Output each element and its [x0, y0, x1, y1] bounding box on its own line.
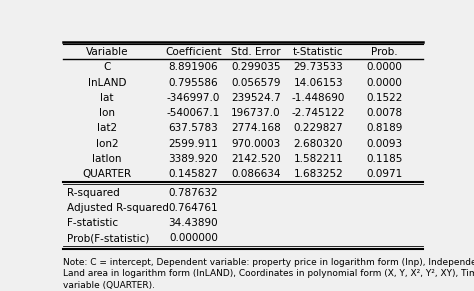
- Text: 3389.920: 3389.920: [169, 154, 218, 164]
- Text: 2774.168: 2774.168: [231, 123, 281, 134]
- Text: 0.787632: 0.787632: [169, 188, 218, 198]
- Text: 0.0971: 0.0971: [366, 169, 402, 179]
- Text: -346997.0: -346997.0: [167, 93, 220, 103]
- Text: F-statistic: F-statistic: [66, 218, 118, 228]
- Text: lon: lon: [99, 108, 115, 118]
- Text: -1.448690: -1.448690: [292, 93, 345, 103]
- Text: latlon: latlon: [92, 154, 122, 164]
- Text: 0.795586: 0.795586: [169, 78, 218, 88]
- Text: Prob(F-statistic): Prob(F-statistic): [66, 233, 149, 244]
- Text: 0.0078: 0.0078: [366, 108, 402, 118]
- Text: 2599.911: 2599.911: [168, 139, 218, 149]
- Text: 0.056579: 0.056579: [231, 78, 281, 88]
- Text: 1.683252: 1.683252: [293, 169, 343, 179]
- Text: 970.0003: 970.0003: [231, 139, 281, 149]
- Text: Variable: Variable: [86, 47, 128, 57]
- Text: 29.73533: 29.73533: [293, 63, 343, 72]
- Text: t-Statistic: t-Statistic: [293, 47, 344, 57]
- Text: 0.086634: 0.086634: [231, 169, 281, 179]
- Text: 0.764761: 0.764761: [169, 203, 218, 213]
- Text: -2.745122: -2.745122: [292, 108, 345, 118]
- Text: 239524.7: 239524.7: [231, 93, 281, 103]
- Text: lat: lat: [100, 93, 114, 103]
- Text: 0.299035: 0.299035: [231, 63, 281, 72]
- Text: 0.1185: 0.1185: [366, 154, 402, 164]
- Text: lat2: lat2: [97, 123, 117, 134]
- Text: Coefficient: Coefficient: [165, 47, 221, 57]
- Text: 0.000000: 0.000000: [169, 233, 218, 244]
- Text: 1.582211: 1.582211: [293, 154, 343, 164]
- Text: 34.43890: 34.43890: [169, 218, 218, 228]
- Text: Note: C = intercept, Dependent variable: property price in logarithm form (lnp),: Note: C = intercept, Dependent variable:…: [63, 258, 474, 290]
- Text: 2142.520: 2142.520: [231, 154, 281, 164]
- Text: 196737.0: 196737.0: [231, 108, 281, 118]
- Text: R-squared: R-squared: [66, 188, 119, 198]
- Text: 0.229827: 0.229827: [293, 123, 343, 134]
- Text: Std. Error: Std. Error: [231, 47, 281, 57]
- Text: 14.06153: 14.06153: [293, 78, 343, 88]
- Text: 637.5783: 637.5783: [168, 123, 218, 134]
- Text: 0.0000: 0.0000: [366, 78, 402, 88]
- Text: 0.0000: 0.0000: [366, 63, 402, 72]
- Text: lon2: lon2: [96, 139, 118, 149]
- Text: 0.8189: 0.8189: [366, 123, 402, 134]
- Text: Adjusted R-squared: Adjusted R-squared: [66, 203, 168, 213]
- Text: Prob.: Prob.: [371, 47, 398, 57]
- Text: QUARTER: QUARTER: [82, 169, 132, 179]
- Text: 2.680320: 2.680320: [293, 139, 343, 149]
- Text: 0.0093: 0.0093: [366, 139, 402, 149]
- Text: 8.891906: 8.891906: [169, 63, 218, 72]
- Text: C: C: [103, 63, 111, 72]
- Text: lnLAND: lnLAND: [88, 78, 126, 88]
- Text: -540067.1: -540067.1: [167, 108, 220, 118]
- Text: 0.1522: 0.1522: [366, 93, 402, 103]
- Text: 0.145827: 0.145827: [169, 169, 218, 179]
